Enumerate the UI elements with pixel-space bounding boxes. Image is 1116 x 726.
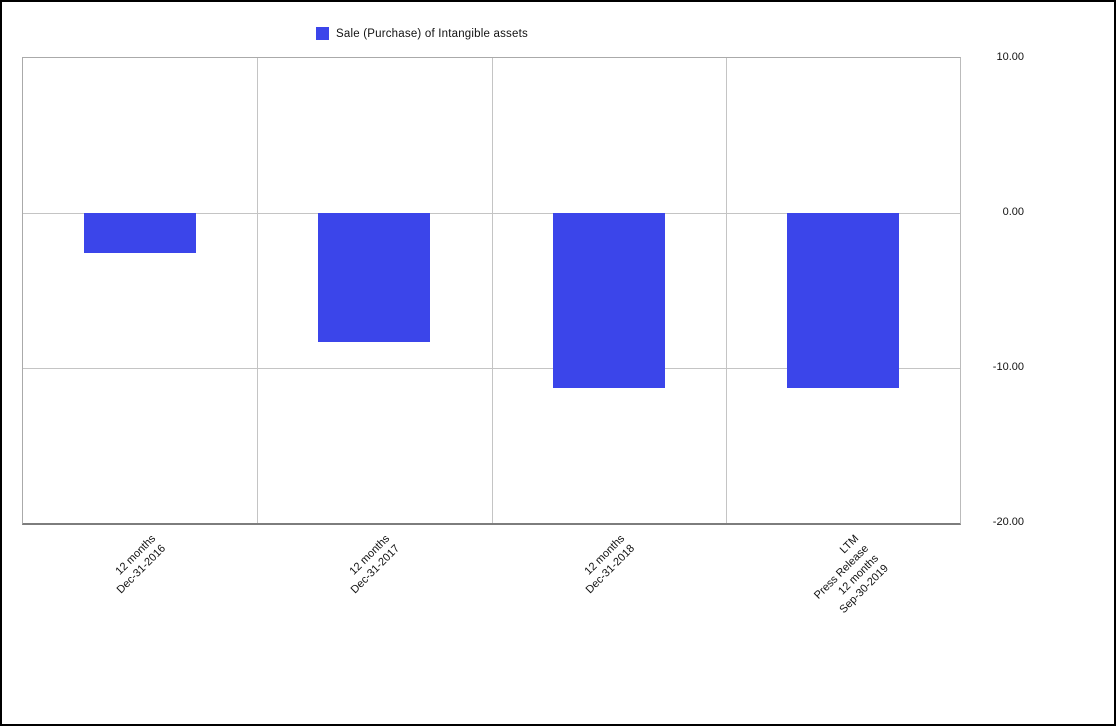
x-category-label-line: 12 months <box>836 552 881 598</box>
y-tick-label: -20.00 <box>992 516 1024 528</box>
chart-legend: Sale (Purchase) of Intangible assets <box>316 27 528 40</box>
x-category-label-line: Press Release <box>811 542 871 602</box>
plot-area <box>22 57 961 525</box>
y-tick-label: -10.00 <box>992 361 1024 373</box>
v-gridline <box>491 58 493 523</box>
x-category-label: 12 months Dec-31-2018 <box>462 532 637 707</box>
bar <box>318 213 431 342</box>
v-gridline <box>725 58 727 523</box>
bar <box>552 213 665 389</box>
x-category-label-line: 12 months <box>347 532 393 578</box>
x-category-label-line: Dec-31-2018 <box>583 542 637 597</box>
bar <box>786 213 899 389</box>
legend-label: Sale (Purchase) of Intangible assets <box>336 27 528 40</box>
y-tick-label: 10.00 <box>996 51 1024 63</box>
v-gridline <box>257 58 259 523</box>
x-category-label-line: Dec-31-2016 <box>114 542 169 597</box>
x-category-label-line: 12 months <box>582 532 627 578</box>
legend-swatch-icon <box>316 27 329 40</box>
x-category-label-line: Dec-31-2017 <box>349 542 403 597</box>
x-category-label: 12 months Dec-31-2017 <box>228 532 403 707</box>
x-category-label: LTM Press Release 12 months Sep-30-2019 <box>696 532 891 724</box>
bar <box>84 213 197 254</box>
y-tick-label: 0.00 <box>1002 206 1024 218</box>
x-category-label-line: 12 months <box>113 532 159 578</box>
x-category-label: 12 months Dec-31-2016 <box>2 532 169 707</box>
